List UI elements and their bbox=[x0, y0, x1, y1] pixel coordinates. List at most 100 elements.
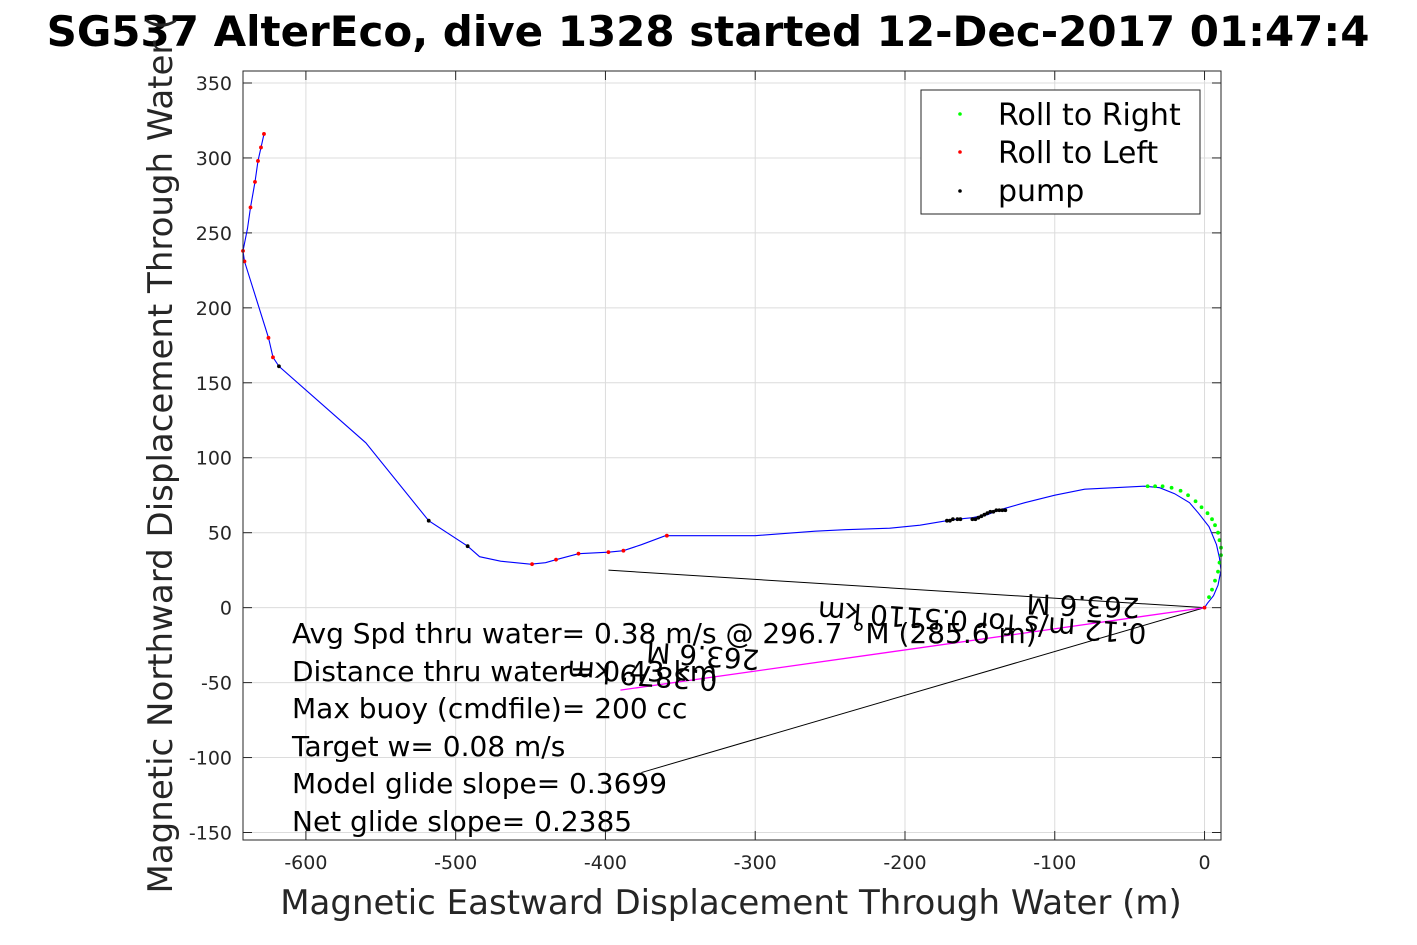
roll-right-point bbox=[1199, 505, 1204, 510]
pump-point bbox=[948, 518, 952, 523]
y-tick-label: -100 bbox=[189, 748, 232, 770]
roll-left-point bbox=[621, 548, 626, 553]
roll-left-point bbox=[664, 533, 669, 538]
avg-speed-annotation: Avg Spd thru water= 0.38 m/s @ 296.7 °M … bbox=[292, 617, 1037, 650]
pump-point bbox=[979, 514, 984, 519]
pump-point bbox=[958, 517, 963, 522]
track-line bbox=[242, 133, 1222, 609]
chart-title: SG537 AlterEco, dive 1328 started 12-Dec… bbox=[47, 7, 1370, 56]
pump-point bbox=[997, 508, 1002, 513]
roll-right-point bbox=[1210, 517, 1214, 522]
legend-marker-roll-left bbox=[958, 150, 962, 154]
pump-point bbox=[970, 517, 975, 522]
roll-left-point bbox=[242, 259, 247, 264]
pump-point bbox=[945, 518, 949, 523]
roll-right-point bbox=[1186, 493, 1190, 498]
roll-right-point bbox=[1213, 578, 1217, 583]
roll-right-point bbox=[1160, 484, 1165, 489]
x-tick-label: -200 bbox=[883, 852, 926, 874]
roll-left-point bbox=[271, 355, 275, 360]
roll-left-point bbox=[259, 145, 263, 150]
net-glide-annotation: Net glide slope= 0.2385 bbox=[292, 805, 632, 838]
net-displacement-line bbox=[620, 607, 1205, 691]
roll-right-point bbox=[1205, 511, 1210, 516]
x-tick-label: -600 bbox=[284, 852, 327, 874]
pump-point bbox=[465, 544, 470, 549]
max-buoy-annotation: Max buoy (cmdfile)= 200 cc bbox=[292, 692, 687, 725]
y-tick-label: 150 bbox=[196, 373, 232, 395]
vector-lines bbox=[608, 569, 1205, 774]
pump-point bbox=[994, 508, 999, 513]
roll-right-point bbox=[1207, 595, 1211, 600]
roll-right-point bbox=[1193, 499, 1198, 504]
pump-point bbox=[982, 512, 987, 517]
x-axis-label: Magnetic Eastward Displacement Through W… bbox=[280, 883, 1182, 923]
pump-point bbox=[277, 364, 281, 369]
roll-left-point bbox=[576, 551, 581, 556]
pump-point bbox=[985, 511, 990, 516]
axes-box bbox=[242, 70, 1222, 841]
legend: Roll to Right Roll to Left pump bbox=[920, 89, 1201, 215]
y-tick-label: 300 bbox=[196, 148, 232, 170]
roll-right-point bbox=[1210, 587, 1214, 592]
roll-left-point bbox=[248, 205, 253, 210]
model-glide-annotation: Model glide slope= 0.3699 bbox=[292, 767, 667, 800]
x-tick-label: -400 bbox=[584, 852, 627, 874]
legend-marker-pump bbox=[958, 189, 962, 193]
roll-left-point bbox=[530, 562, 534, 567]
x-tick-labels: -600 -500 -400 -300 -200 -100 0 bbox=[284, 852, 1210, 874]
x-tick-label: -300 bbox=[734, 852, 777, 874]
roll-left-point bbox=[256, 159, 260, 163]
roll-right-point bbox=[1216, 569, 1220, 574]
track-markers bbox=[241, 132, 1223, 610]
pump-point bbox=[955, 517, 960, 522]
rotated-label-3: 263.6 M bbox=[645, 635, 760, 676]
axis-ticks bbox=[243, 71, 1221, 840]
y-tick-label: 100 bbox=[196, 448, 232, 470]
roll-left-point bbox=[1202, 605, 1207, 610]
pump-point bbox=[991, 509, 996, 514]
roll-right-point bbox=[1153, 484, 1158, 489]
y-tick-label: -50 bbox=[201, 673, 232, 695]
pump-point bbox=[976, 515, 981, 520]
rotated-label-1: 263.6 M bbox=[1026, 587, 1140, 624]
y-tick-label: -150 bbox=[189, 823, 232, 845]
legend-label-roll-left: Roll to Left bbox=[998, 136, 1158, 171]
distance-annotation: Distance thru water= 0.43 km bbox=[292, 655, 717, 688]
pump-point bbox=[951, 517, 955, 522]
y-axis-label: Magnetic Northward Displacement Through … bbox=[141, 17, 181, 894]
y-tick-label: 250 bbox=[196, 223, 232, 245]
pump-point bbox=[973, 517, 978, 522]
y-tick-label: 200 bbox=[196, 298, 232, 320]
x-tick-label: -500 bbox=[434, 852, 477, 874]
legend-label-roll-right: Roll to Right bbox=[998, 98, 1181, 133]
vector-line bbox=[641, 607, 1205, 774]
roll-left-point bbox=[266, 335, 271, 340]
pump-point bbox=[1003, 508, 1008, 513]
pump-point bbox=[1000, 508, 1005, 513]
roll-left-point bbox=[554, 557, 558, 562]
roll-left-point bbox=[262, 132, 266, 136]
roll-right-point bbox=[1178, 488, 1183, 493]
pump-point bbox=[988, 509, 993, 514]
pump-point bbox=[426, 518, 431, 523]
target-w-annotation: Target w= 0.08 m/s bbox=[291, 730, 565, 763]
roll-left-point bbox=[253, 180, 257, 184]
y-tick-labels: -150 -100 -50 0 50 100 150 200 250 300 350 bbox=[189, 73, 232, 845]
y-tick-label: 50 bbox=[208, 523, 232, 545]
roll-right-point bbox=[1213, 523, 1217, 528]
y-tick-label: 350 bbox=[196, 73, 232, 95]
y-tick-label: 0 bbox=[220, 598, 232, 620]
legend-box bbox=[920, 89, 1201, 215]
roll-left-point bbox=[606, 550, 611, 555]
x-tick-label: 0 bbox=[1198, 852, 1210, 874]
legend-label-pump: pump bbox=[998, 174, 1084, 209]
roll-right-point bbox=[1217, 538, 1222, 543]
vector-line bbox=[608, 569, 1205, 609]
roll-right-point bbox=[1217, 560, 1222, 565]
annotation-block: Avg Spd thru water= 0.38 m/s @ 296.7 °M … bbox=[291, 617, 1037, 838]
legend-marker-roll-right bbox=[958, 112, 962, 116]
roll-right-point bbox=[1145, 484, 1150, 489]
x-tick-label: -100 bbox=[1033, 852, 1076, 874]
